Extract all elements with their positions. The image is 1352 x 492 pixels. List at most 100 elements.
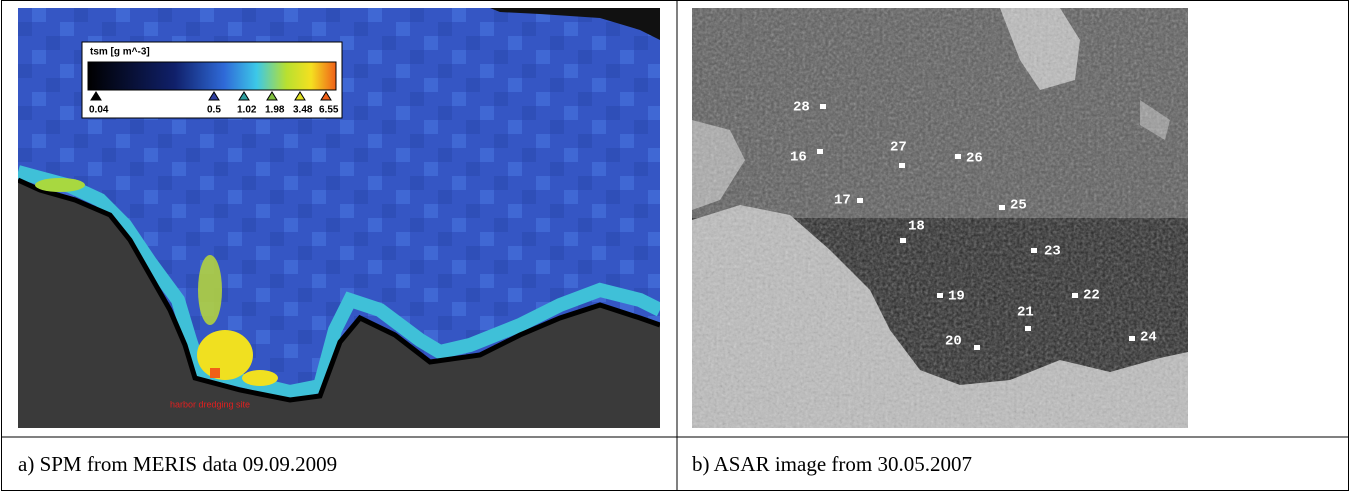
pixel: [368, 8, 382, 22]
point-label: 19: [948, 289, 965, 305]
pixel: [466, 162, 480, 176]
pixel: [312, 148, 326, 162]
pixel: [382, 246, 396, 260]
pixel: [270, 358, 284, 372]
asar-image: 28 16 27 26 17 25 18 23 19 22 21 20 24: [692, 8, 1188, 428]
pixel: [298, 288, 312, 302]
pixel: [424, 204, 438, 218]
pixel: [242, 8, 256, 22]
pixel: [410, 302, 424, 316]
pixel: [620, 218, 634, 232]
pixel: [312, 22, 326, 36]
pixel: [410, 50, 424, 64]
pixel: [480, 22, 494, 36]
pixel: [396, 148, 410, 162]
pixel: [228, 148, 242, 162]
coast-shallow: [18, 165, 660, 400]
pixel: [270, 22, 284, 36]
pixel: [382, 120, 396, 134]
pixel: [144, 148, 158, 162]
tick-marker: [208, 91, 220, 101]
point-label: 22: [1083, 288, 1100, 304]
pixel: [592, 246, 606, 260]
tick-label: 0.5: [207, 105, 221, 116]
pixel: [452, 302, 466, 316]
pixel: [438, 22, 452, 36]
pixel: [620, 50, 634, 64]
point-label: 27: [890, 140, 907, 156]
pixel: [480, 64, 494, 78]
pixel: [578, 134, 592, 148]
pixel: [494, 134, 508, 148]
pixel: [648, 148, 660, 162]
pixel: [452, 176, 466, 190]
pixel: [564, 64, 578, 78]
pixel: [592, 78, 606, 92]
point-marker: [937, 293, 943, 298]
pixel: [32, 134, 46, 148]
pixel: [60, 148, 74, 162]
pixel: [452, 218, 466, 232]
pixel: [46, 36, 60, 50]
pixel: [452, 8, 466, 22]
pixel: [18, 64, 32, 78]
point-marker: [820, 104, 826, 109]
caption: b) ASAR image from 30.05.2007: [692, 452, 972, 476]
pixel: [326, 8, 340, 22]
pixel: [466, 204, 480, 218]
pixel: [620, 134, 634, 148]
pixel: [424, 288, 438, 302]
pixel: [116, 176, 130, 190]
pixel: [550, 78, 564, 92]
legend-title: tsm [g m^-3]: [90, 47, 150, 58]
pixel: [298, 204, 312, 218]
pixel: [242, 218, 256, 232]
pixel: [186, 232, 200, 246]
pixel: [522, 22, 536, 36]
point-marker: [999, 205, 1005, 210]
pixel: [32, 8, 46, 22]
pixel: [368, 134, 382, 148]
pixel: [438, 106, 452, 120]
pixel: [410, 218, 424, 232]
pixel: [354, 190, 368, 204]
pixel: [550, 162, 564, 176]
pixel: [634, 120, 648, 134]
pixel: [452, 50, 466, 64]
pixel: [228, 190, 242, 204]
tick-marker: [266, 91, 278, 101]
pixel: [256, 120, 270, 134]
pixel: [18, 148, 32, 162]
pixel: [648, 274, 660, 288]
pixel: [130, 120, 144, 134]
pixel: [270, 148, 284, 162]
tick-label: 0.04: [89, 105, 109, 116]
pixel: [424, 36, 438, 50]
pixel: [228, 316, 242, 330]
pixel: [298, 162, 312, 176]
pixel: [18, 22, 32, 36]
pixel: [438, 316, 452, 330]
pixel: [368, 176, 382, 190]
pixel: [46, 120, 60, 134]
pixel: [508, 162, 522, 176]
pixel: [438, 64, 452, 78]
pixel: [424, 78, 438, 92]
pixel: [396, 190, 410, 204]
pixel: [424, 246, 438, 260]
pixel: [186, 274, 200, 288]
point-marker: [974, 345, 980, 350]
point-marker: [1129, 336, 1135, 341]
pixel: [200, 134, 214, 148]
pixel: [508, 246, 522, 260]
pixel: [298, 120, 312, 134]
pixel: [144, 22, 158, 36]
pixel: [326, 218, 340, 232]
pixel: [228, 22, 242, 36]
pixel: [508, 204, 522, 218]
pixel: [480, 190, 494, 204]
pixel: [88, 120, 102, 134]
pixel: [438, 148, 452, 162]
pixel: [312, 274, 326, 288]
